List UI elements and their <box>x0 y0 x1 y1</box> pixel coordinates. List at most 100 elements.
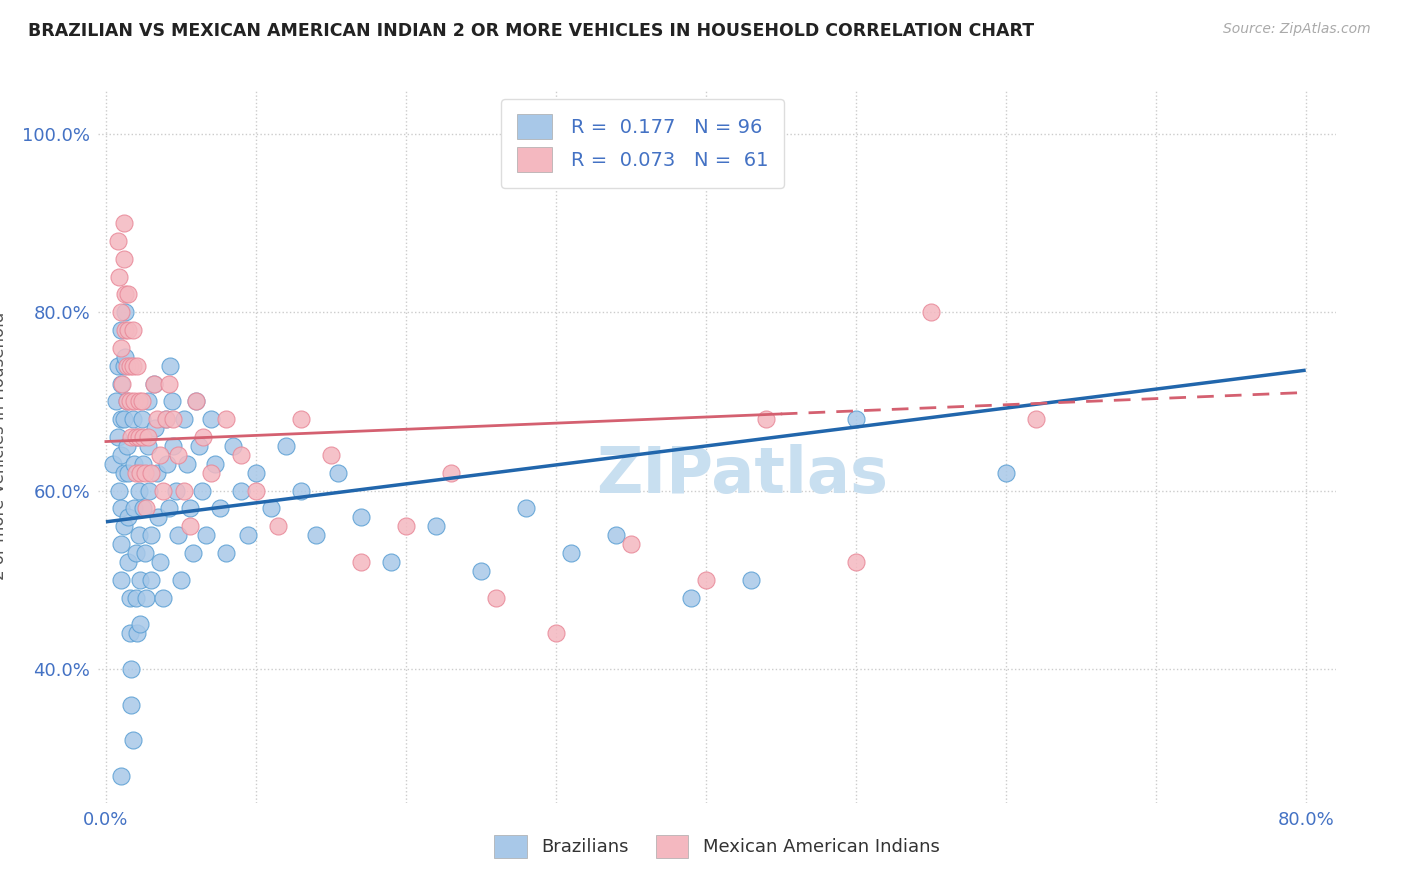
Point <box>112 466 135 480</box>
Point <box>305 528 328 542</box>
Point <box>118 626 141 640</box>
Point <box>125 466 148 480</box>
Point <box>200 412 222 426</box>
Point <box>560 546 582 560</box>
Point <box>120 662 142 676</box>
Text: Source: ZipAtlas.com: Source: ZipAtlas.com <box>1223 22 1371 37</box>
Point <box>117 466 139 480</box>
Point <box>148 510 170 524</box>
Point <box>107 234 129 248</box>
Point <box>124 394 146 409</box>
Point <box>425 519 447 533</box>
Point <box>740 573 762 587</box>
Point <box>208 501 231 516</box>
Point <box>128 483 150 498</box>
Point <box>103 457 125 471</box>
Point <box>112 519 135 533</box>
Point <box>176 457 198 471</box>
Point <box>127 430 149 444</box>
Point <box>132 501 155 516</box>
Point <box>146 412 169 426</box>
Point <box>142 376 165 391</box>
Point <box>290 483 312 498</box>
Point <box>125 591 148 605</box>
Point <box>139 573 162 587</box>
Point <box>110 412 132 426</box>
Point <box>132 430 155 444</box>
Point <box>173 412 195 426</box>
Point <box>124 501 146 516</box>
Point <box>187 439 209 453</box>
Point <box>134 466 156 480</box>
Point <box>267 519 290 533</box>
Point <box>155 412 177 426</box>
Point <box>328 466 350 480</box>
Point <box>994 466 1017 480</box>
Point <box>160 394 183 409</box>
Point <box>173 483 195 498</box>
Point <box>135 591 157 605</box>
Point <box>127 626 149 640</box>
Point <box>920 305 942 319</box>
Point <box>127 359 149 373</box>
Point <box>128 394 150 409</box>
Point <box>440 466 463 480</box>
Point <box>136 439 159 453</box>
Point <box>110 501 132 516</box>
Point <box>845 555 868 569</box>
Point <box>115 394 138 409</box>
Point <box>755 412 778 426</box>
Point <box>515 501 537 516</box>
Point <box>110 448 132 462</box>
Point <box>146 466 169 480</box>
Point <box>695 573 717 587</box>
Point <box>114 287 136 301</box>
Point <box>179 519 201 533</box>
Point <box>290 412 312 426</box>
Point <box>120 698 142 712</box>
Point <box>679 591 702 605</box>
Point <box>170 573 193 587</box>
Point <box>112 412 135 426</box>
Point <box>117 287 139 301</box>
Point <box>108 483 131 498</box>
Point <box>165 483 187 498</box>
Y-axis label: 2 or more Vehicles in Household: 2 or more Vehicles in Household <box>0 312 8 580</box>
Point <box>117 555 139 569</box>
Point <box>350 510 373 524</box>
Point <box>112 216 135 230</box>
Point <box>114 323 136 337</box>
Point <box>110 305 132 319</box>
Legend: Brazilians, Mexican American Indians: Brazilians, Mexican American Indians <box>486 828 948 865</box>
Point <box>112 359 135 373</box>
Point <box>124 457 146 471</box>
Point <box>215 546 238 560</box>
Point <box>135 501 157 516</box>
Text: ZIPatlas: ZIPatlas <box>596 443 887 506</box>
Point <box>620 537 643 551</box>
Point <box>112 252 135 266</box>
Point <box>157 376 180 391</box>
Point <box>131 412 153 426</box>
Point <box>128 528 150 542</box>
Point <box>107 430 129 444</box>
Point <box>195 528 218 542</box>
Point <box>128 430 150 444</box>
Point <box>122 412 145 426</box>
Point <box>142 376 165 391</box>
Point <box>245 483 267 498</box>
Point <box>120 430 142 444</box>
Point <box>605 528 627 542</box>
Text: BRAZILIAN VS MEXICAN AMERICAN INDIAN 2 OR MORE VEHICLES IN HOUSEHOLD CORRELATION: BRAZILIAN VS MEXICAN AMERICAN INDIAN 2 O… <box>28 22 1035 40</box>
Point <box>162 412 184 426</box>
Point <box>184 394 207 409</box>
Point <box>167 448 190 462</box>
Point <box>845 412 868 426</box>
Point <box>138 483 160 498</box>
Point <box>193 430 215 444</box>
Point <box>110 376 132 391</box>
Point <box>215 412 238 426</box>
Point <box>380 555 402 569</box>
Point <box>115 439 138 453</box>
Point <box>117 510 139 524</box>
